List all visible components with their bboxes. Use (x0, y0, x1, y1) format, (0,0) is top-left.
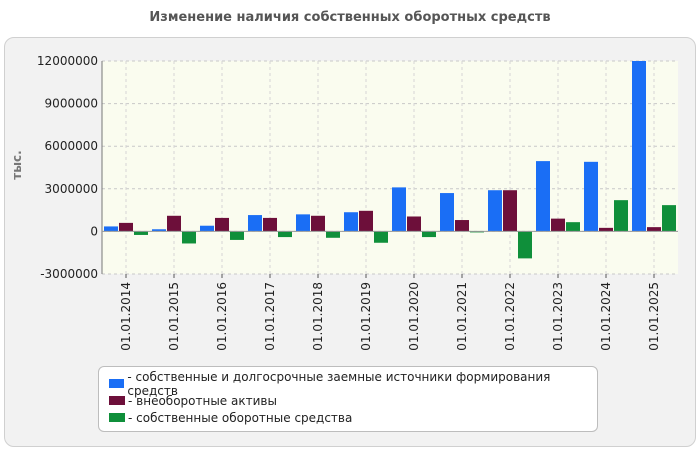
bar-noncurrent-assets (215, 217, 229, 232)
bar-noncurrent-assets (311, 215, 325, 232)
chart-title: Изменение наличия собственных оборотных … (149, 10, 551, 25)
bar-working-capital (518, 231, 532, 259)
y-tick-label: 6000000 (45, 139, 98, 153)
bar-working-capital (374, 231, 388, 243)
bar-sources (344, 212, 358, 232)
x-tick-label: 01.01.2019 (359, 282, 373, 351)
bar-sources (248, 215, 262, 232)
bar-working-capital (134, 231, 148, 235)
legend-swatch-noncurrent (109, 396, 125, 405)
bar-noncurrent-assets (407, 216, 421, 232)
bar-noncurrent-assets (167, 215, 181, 232)
bar-noncurrent-assets (119, 222, 133, 232)
x-tick-label: 01.01.2020 (407, 282, 421, 351)
x-tick-label: 01.01.2021 (455, 282, 469, 351)
x-tick-label: 01.01.2022 (503, 282, 517, 351)
legend-item: - внеоборотные активы (109, 392, 587, 409)
x-tick-label: 01.01.2014 (119, 282, 133, 351)
y-tick-label: 0 (90, 224, 98, 238)
bar-working-capital (182, 231, 196, 244)
y-axis-label: тыс. (10, 150, 24, 179)
bar-sources (632, 61, 646, 232)
legend-label: - собственные оборотные средства (128, 410, 353, 425)
bar-working-capital (662, 205, 676, 232)
x-tick-label: 01.01.2024 (599, 282, 613, 351)
y-tick-label: -3000000 (40, 267, 98, 281)
y-tick-label: 3000000 (45, 182, 98, 196)
bar-sources (536, 161, 550, 232)
legend: - собственные и долгосрочные заемные ист… (98, 366, 598, 432)
bar-sources (488, 190, 502, 232)
bar-noncurrent-assets (647, 227, 661, 232)
x-tick-label: 01.01.2015 (167, 282, 181, 351)
x-tick-label: 01.01.2016 (215, 282, 229, 351)
bar-working-capital (422, 231, 436, 238)
bar-working-capital (326, 231, 340, 238)
bars-group (104, 61, 676, 259)
bar-sources (200, 225, 214, 232)
bar-working-capital (230, 231, 244, 240)
bar-working-capital (278, 231, 292, 238)
legend-swatch-sources (109, 379, 125, 388)
legend-item: - собственные оборотные средства (109, 409, 587, 426)
bar-noncurrent-assets (503, 190, 517, 232)
legend-label: - внеоборотные активы (128, 393, 277, 408)
bar-noncurrent-assets (599, 227, 613, 232)
x-tick-label: 01.01.2018 (311, 282, 325, 351)
x-axis: 01.01.2014 01.01.2015 01.01.2016 01.01.2017… (119, 274, 661, 351)
legend-label: - собственные и долгосрочные заемные ист… (127, 369, 551, 398)
bar-sources (296, 214, 310, 232)
legend-item: - собственные и долгосрочные заемные ист… (109, 370, 587, 398)
y-tick-label: 9000000 (45, 97, 98, 111)
bar-noncurrent-assets (359, 210, 373, 232)
bar-sources (392, 187, 406, 232)
legend-swatch-working-capital (109, 413, 125, 422)
bar-sources (584, 161, 598, 232)
bar-noncurrent-assets (455, 220, 469, 232)
plot-area (102, 61, 678, 274)
y-tick-label: 12000000 (37, 54, 98, 68)
x-tick-label: 01.01.2017 (263, 282, 277, 351)
bar-noncurrent-assets (551, 218, 565, 232)
bar-sources (152, 229, 166, 232)
bar-noncurrent-assets (263, 217, 277, 232)
bar-sources (104, 226, 118, 232)
bar-working-capital (614, 200, 628, 232)
bar-working-capital (566, 222, 580, 232)
bar-sources (440, 193, 454, 232)
x-tick-label: 01.01.2025 (647, 282, 661, 351)
x-tick-label: 01.01.2023 (551, 282, 565, 351)
y-axis: -3000000 0 3000000 6000000 9000000 12000000 (37, 54, 678, 281)
